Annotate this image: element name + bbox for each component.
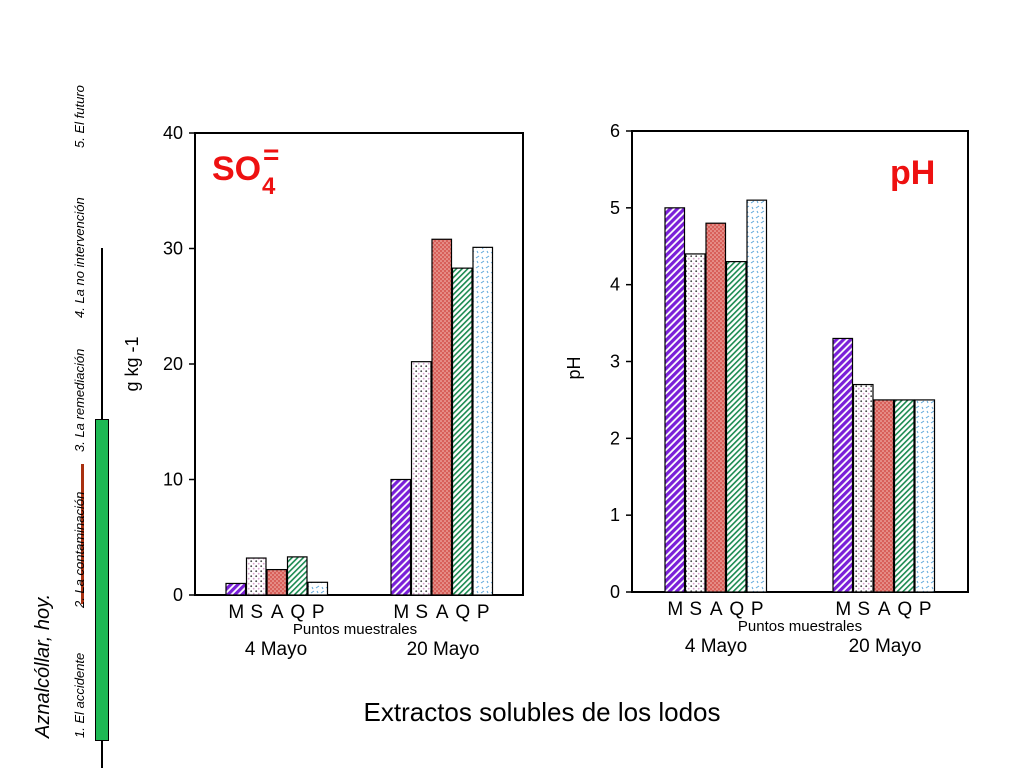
chart2-xtick-label: Q	[729, 599, 744, 620]
chart1-xtick-label: P	[477, 602, 490, 623]
chart1-bar-M-1	[225, 582, 247, 596]
chart2-xtick-label: P	[751, 599, 764, 620]
chart2-bar-M-1	[664, 207, 686, 593]
chart2-bar-M-2	[832, 337, 854, 593]
chart1-xtick-label: S	[250, 602, 263, 623]
chart1-xtick-label: M	[228, 602, 244, 623]
chart2-bar-P-2	[914, 399, 936, 593]
chart2-bar-Q-2	[893, 399, 915, 593]
chart2-xtick-label: A	[710, 599, 723, 620]
chart1-bar-S-1	[245, 557, 267, 596]
chart1-xtick-label: A	[271, 602, 284, 623]
chart2-bar-A-1	[705, 222, 727, 593]
chart1-ytick-label: 10	[163, 470, 183, 490]
chart1-xtick-label: A	[436, 602, 449, 623]
chart2-xtick-label: Q	[897, 599, 912, 620]
slide-caption: Extractos solubles de los lodos	[363, 697, 721, 727]
chart2-ytick-label: 4	[610, 275, 620, 295]
chart2-bar-P-1	[746, 199, 768, 593]
chart2-xlabel: Puntos muestrales	[738, 618, 862, 635]
chart1-bar-Q-2	[451, 267, 473, 596]
chart2-xtick-label: P	[919, 599, 932, 620]
chart2-xtick-label: S	[689, 599, 702, 620]
chart2-ytick-label: 6	[610, 121, 620, 141]
chart1-title-superscript: =	[263, 139, 279, 170]
chart2-bar-S-1	[684, 253, 706, 593]
chart2-bar-S-2	[852, 383, 874, 593]
chart1-xtick-label: Q	[455, 602, 470, 623]
chart1-xtick-label: S	[415, 602, 428, 623]
chart2-title: pH	[890, 154, 935, 192]
chart1-ytick-label: 40	[163, 123, 183, 143]
chart2-group-label: 4 Mayo	[685, 636, 747, 657]
chart2-ytick-label: 0	[610, 582, 620, 602]
chart1-bar-S-2	[410, 361, 432, 596]
chart1-bar-A-1	[266, 568, 288, 596]
chart2-bar-Q-1	[725, 261, 747, 593]
chart2-ytick-label: 1	[610, 505, 620, 525]
chart1-title: SO	[212, 150, 261, 188]
chart1-bar-Q-1	[286, 556, 308, 596]
chart1-group-label: 4 Mayo	[245, 639, 307, 660]
chart1-bar-P-2	[472, 246, 494, 596]
chart1-bar-P-1	[307, 581, 329, 596]
chart1-ytick-label: 0	[173, 585, 183, 605]
chart2-ytick-label: 3	[610, 352, 620, 372]
chart1-xlabel: Puntos muestrales	[293, 621, 417, 638]
chart2-xtick-label: M	[835, 599, 851, 620]
chart2-xtick-label: A	[878, 599, 891, 620]
chart1-ytick-label: 20	[163, 354, 183, 374]
chart2-xtick-label: M	[667, 599, 683, 620]
chart2-group-label: 20 Mayo	[849, 636, 922, 657]
chart1-title-subscript: 4	[262, 173, 276, 200]
chart2-xtick-label: S	[857, 599, 870, 620]
nav-section-indicator	[95, 419, 109, 741]
chart2-ytick-label: 2	[610, 428, 620, 448]
nav-subsection-indicator	[81, 464, 84, 604]
chart1-ylabel: g kg -1	[122, 336, 142, 391]
chart1-group-label: 20 Mayo	[407, 639, 480, 660]
chart1-xtick-label: P	[312, 602, 325, 623]
chart1-bar-M-2	[390, 478, 412, 596]
chart2-bar-A-2	[873, 399, 895, 593]
chart2-ylabel: pH	[564, 356, 584, 379]
chart1-xtick-label: M	[393, 602, 409, 623]
chart2-ytick-label: 5	[610, 198, 620, 218]
chart1-xtick-label: Q	[290, 602, 305, 623]
chart1-bar-A-2	[431, 238, 453, 596]
chart1-ytick-label: 30	[163, 239, 183, 259]
